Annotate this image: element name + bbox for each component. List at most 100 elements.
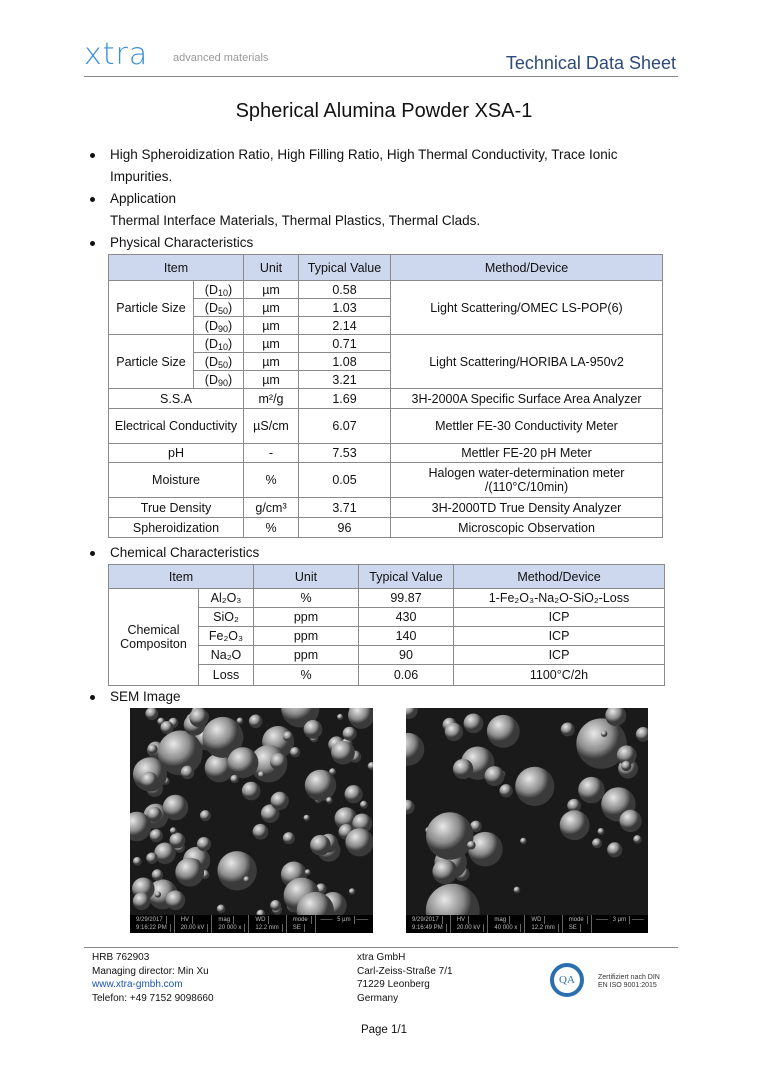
- particle: [607, 842, 623, 858]
- particle: [180, 765, 195, 780]
- particle: [151, 869, 164, 881]
- particle: [560, 722, 575, 737]
- table-cell: Particle Size: [108, 334, 194, 389]
- table-cell: 1.03: [298, 298, 391, 317]
- header-divider: [84, 76, 678, 77]
- particle: [189, 708, 209, 728]
- particle: [146, 852, 158, 864]
- table-row: True Density g/cm³ 3.71 3H-2000TD True Dens…: [108, 497, 663, 518]
- table-cell: Chemical Compositon: [108, 588, 199, 686]
- table-cell: (D90): [193, 370, 244, 389]
- phone: Telefon: +49 7152 9098660: [92, 992, 214, 1004]
- table-cell: 1100°C/2h: [453, 664, 665, 686]
- particle: [149, 829, 163, 843]
- table-cell: ICP: [453, 607, 665, 627]
- particle: [486, 714, 520, 748]
- particle: [329, 768, 337, 776]
- particle: [352, 813, 373, 834]
- table-cell: m²/g: [243, 388, 299, 409]
- sem-image-1: 9/29/2017 9:16:22 PM HV 20.00 kV mag 20 000…: [122, 689, 376, 933]
- particle: [515, 766, 555, 807]
- particle: [463, 713, 484, 734]
- particle: [520, 837, 527, 845]
- particle: [154, 842, 176, 865]
- sem-info-bar: 9/29/2017 9:16:22 PM HV 20.00 kV mag 20 000…: [130, 915, 373, 933]
- table-cell: 96: [298, 517, 391, 538]
- particle: [199, 810, 211, 822]
- bullet-icon: [90, 197, 95, 202]
- application-text: Thermal Interface Materials, Thermal Pla…: [110, 213, 481, 228]
- table-cell: -: [243, 443, 299, 463]
- particle: [600, 730, 608, 737]
- table-row: Loss% 0.06 1100°C/2h: [109, 664, 665, 686]
- table-cell: 1.08: [298, 352, 391, 371]
- sem-hv: 20.00 kV: [453, 924, 485, 932]
- table-row: (D90) µm 3.21: [109, 370, 663, 389]
- particle: [342, 726, 357, 741]
- table-cell: Particle Size: [108, 280, 194, 335]
- table-cell: 0.06: [358, 664, 454, 686]
- registry-number: HRB 762903: [92, 952, 150, 963]
- d-subscript: 10: [218, 341, 229, 352]
- particle: [216, 904, 226, 914]
- page-title: Spherical Alumina Powder XSA-1: [235, 100, 533, 122]
- col-header: Item: [108, 564, 254, 589]
- table-cell: (D10): [193, 280, 244, 299]
- table-cell: µm: [243, 334, 299, 353]
- table-cell: (D50): [193, 298, 244, 317]
- bullet-heading: Application: [110, 191, 177, 206]
- table-cell: ppm: [253, 645, 359, 665]
- particle: [344, 785, 363, 804]
- col-header: Method/Device: [390, 254, 663, 281]
- table-cell: µm: [243, 370, 299, 389]
- sem-label: mode: [289, 916, 312, 924]
- particle: [337, 713, 344, 721]
- d-label: D: [208, 318, 218, 333]
- table-row: Particle Size (D10) µm 0.58 Light Scattering…: [108, 280, 663, 335]
- website-link[interactable]: www.xtra-gmbh.com: [92, 979, 183, 990]
- particle: [304, 869, 311, 876]
- particle: [400, 701, 418, 719]
- bullet-sem: SEM Image: [90, 686, 181, 708]
- particle: [162, 794, 189, 821]
- table-cell: 7.53: [298, 443, 391, 463]
- table-cell: %: [243, 462, 299, 498]
- particle: [400, 799, 415, 815]
- particle: [270, 900, 281, 911]
- d-subscript: 90: [218, 377, 229, 388]
- table-cell: Mettler FE-30 Conductivity Meter: [390, 408, 663, 444]
- cert-line: EN ISO 9001:2015: [598, 982, 657, 989]
- particle: [326, 797, 333, 804]
- particle: [467, 831, 503, 867]
- chemical-table: Item Unit Typical Value Method/Device Chemi…: [108, 564, 665, 686]
- footer-divider: [84, 947, 678, 948]
- table-cell: ppm: [253, 626, 359, 646]
- cert-text: Zertifiziert nach DIN EN ISO 9001:2015: [598, 974, 660, 990]
- xtra-logo: xtra: [84, 37, 149, 72]
- particle: [227, 747, 259, 779]
- col-header: Typical Value: [298, 254, 391, 281]
- table-cell: 1.69: [298, 388, 391, 409]
- bullet-heading: SEM Image: [110, 689, 181, 704]
- table-cell: 99.87: [358, 588, 454, 608]
- particle: [282, 731, 294, 742]
- d-subscript: 10: [218, 287, 229, 298]
- particle: [230, 774, 239, 784]
- bullet-heading: Physical Characteristics: [110, 235, 254, 250]
- sem-mode: SE: [289, 924, 305, 932]
- sem-particles: [391, 701, 651, 938]
- particle: [132, 892, 151, 911]
- footer-left: HRB 762903 Managing director: Min Xu www…: [92, 951, 214, 1005]
- table-cell: %: [243, 517, 299, 538]
- table-cell: 3H-2000TD True Density Analyzer: [390, 497, 663, 518]
- particle: [248, 714, 263, 729]
- particle: [146, 806, 162, 822]
- particle: [270, 753, 288, 771]
- particle: [348, 702, 375, 729]
- d-label: D: [208, 372, 218, 387]
- particle: [145, 707, 159, 720]
- table-cell: S.S.A: [108, 388, 244, 409]
- table-cell: ICP: [453, 626, 665, 646]
- col-header: Item: [108, 254, 244, 281]
- managing-director: Managing director: Min Xu: [92, 965, 209, 977]
